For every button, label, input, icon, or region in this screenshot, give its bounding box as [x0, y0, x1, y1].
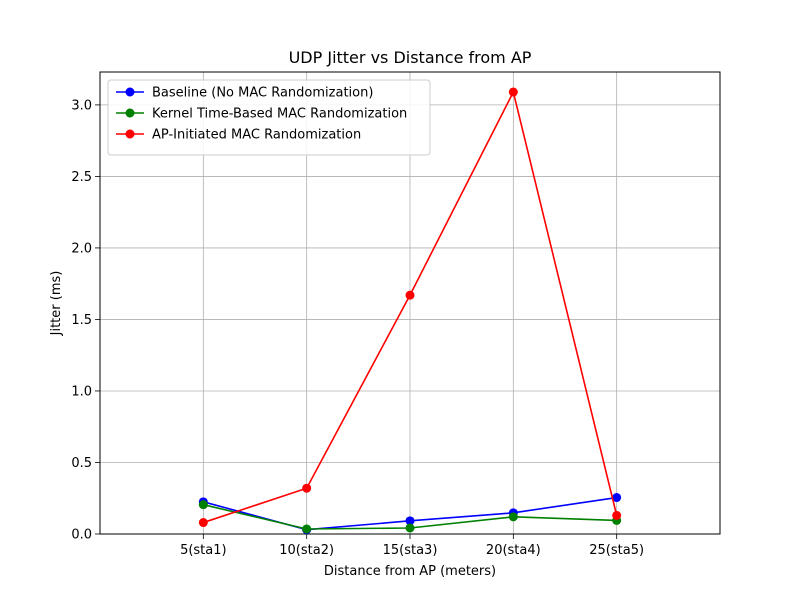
legend-label: Kernel Time-Based MAC Randomization	[152, 107, 407, 122]
legend-label: Baseline (No MAC Randomization)	[152, 86, 373, 101]
series-2	[198, 500, 622, 534]
y-tick-label: 0.0	[71, 528, 92, 543]
series-3	[198, 87, 622, 528]
data-point	[302, 483, 312, 493]
x-tick-label: 15(sta3)	[383, 543, 438, 558]
y-tick-label: 3.0	[71, 98, 92, 113]
data-point	[198, 518, 208, 528]
y-tick-label: 0.5	[71, 456, 92, 471]
data-point	[405, 290, 415, 300]
y-tick-label: 1.0	[71, 384, 92, 399]
x-tick-label: 20(sta4)	[486, 543, 541, 558]
legend: Baseline (No MAC Randomization) Kernel Ti…	[107, 79, 431, 156]
data-point	[405, 523, 415, 533]
data-point	[198, 500, 208, 510]
legend-label: AP-Initiated MAC Randomization	[152, 128, 361, 143]
x-tick-label: 10(sta2)	[279, 543, 334, 558]
legend-item: Baseline (No MAC Randomization)	[116, 86, 373, 101]
chart-title: UDP Jitter vs Distance from AP	[289, 48, 532, 67]
x-tick-label: 5(sta1)	[180, 543, 227, 558]
y-tick-label: 1.5	[71, 313, 92, 328]
data-point	[302, 524, 312, 534]
data-point	[405, 516, 415, 526]
data-point	[508, 512, 518, 522]
legend-item: AP-Initiated MAC Randomization	[116, 128, 361, 143]
data-point	[612, 510, 622, 520]
x-axis-label: Distance from AP (meters)	[324, 564, 496, 579]
legend-marker	[125, 108, 135, 118]
y-tick-label: 2.5	[71, 170, 92, 185]
axes: 5(sta1) 10(sta2) 15(sta3) 20(sta4) 25(sta5) 0…	[71, 98, 644, 558]
data-point	[612, 493, 622, 503]
data-point	[508, 87, 518, 97]
legend-marker	[125, 129, 135, 139]
legend-marker	[125, 87, 135, 97]
legend-box	[107, 79, 431, 156]
y-axis-label: Jitter (ms)	[49, 271, 64, 337]
legend-item: Kernel Time-Based MAC Randomization	[116, 107, 407, 122]
series-lines	[198, 87, 622, 535]
x-tick-label: 25(sta5)	[589, 543, 644, 558]
y-tick-label: 2.0	[71, 241, 92, 256]
